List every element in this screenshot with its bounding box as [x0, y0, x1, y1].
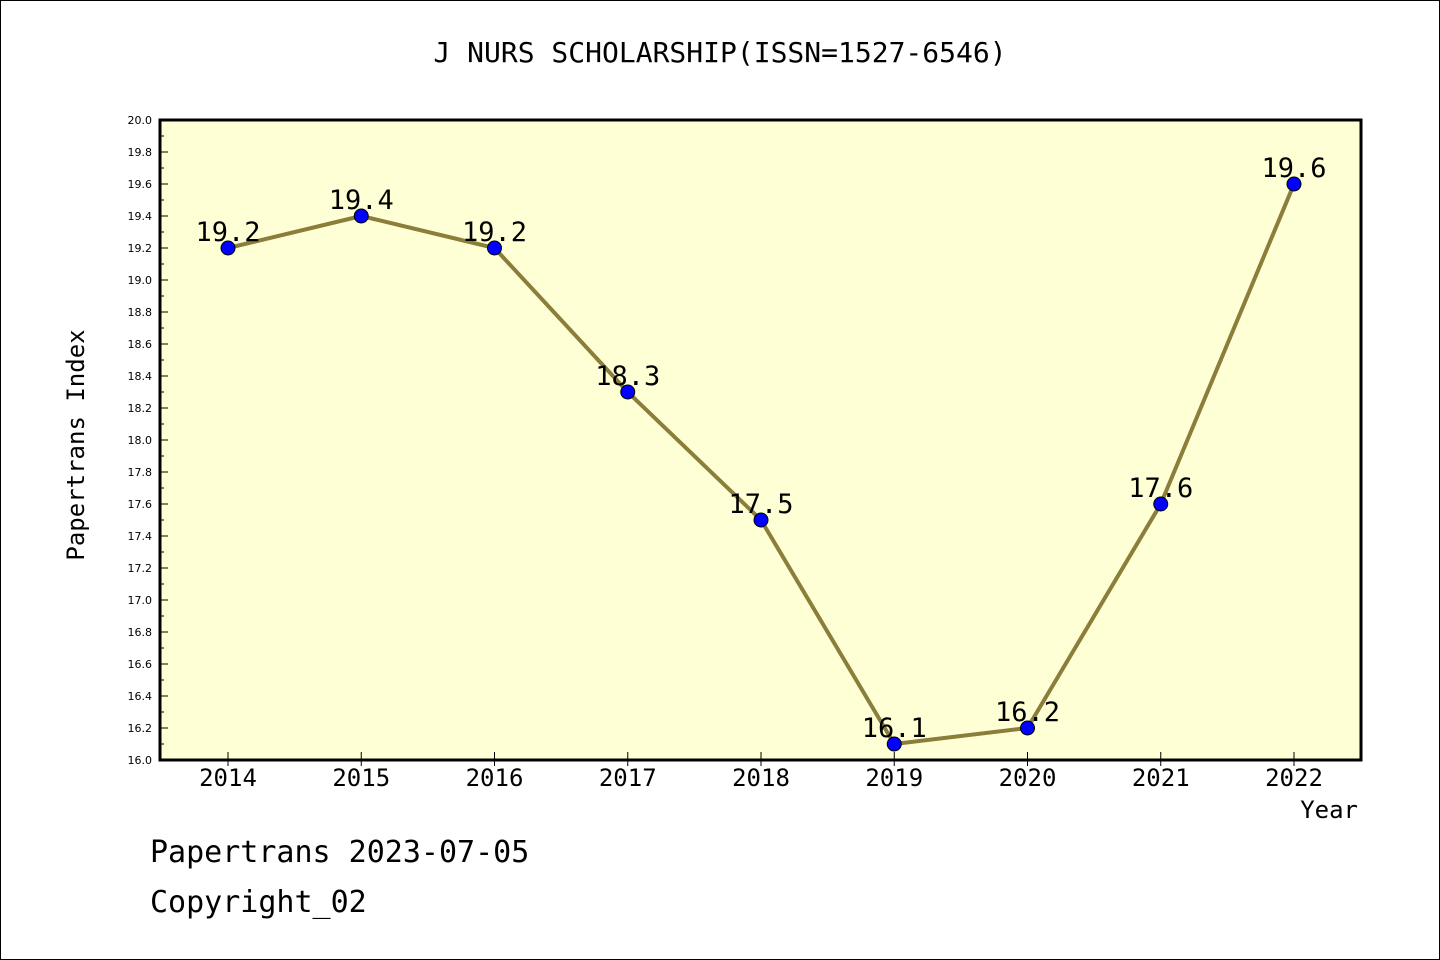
- y-tick-label: 19.8: [128, 146, 153, 159]
- y-tick-label: 16.6: [128, 658, 153, 671]
- y-tick-label: 18.4: [128, 370, 153, 383]
- data-label: 18.3: [595, 361, 660, 392]
- data-point: [1020, 720, 1035, 736]
- x-tick-label: 2016: [466, 764, 524, 792]
- data-label: 19.4: [329, 185, 394, 216]
- data-label: 17.5: [728, 489, 793, 520]
- x-tick-label: 2019: [865, 764, 923, 792]
- data-point: [353, 208, 369, 224]
- data-label: 16.1: [862, 713, 927, 744]
- y-tick-label: 17.8: [128, 466, 153, 479]
- plot-border: [158, 118, 1363, 762]
- footer-source: Papertrans 2023-07-05: [150, 835, 530, 870]
- y-tick-label: 18.6: [128, 338, 153, 351]
- y-tick-label: 18.8: [128, 306, 153, 319]
- y-tick-label: 19.0: [128, 274, 153, 287]
- y-tick-label: 18.0: [128, 434, 153, 447]
- y-tick-label: 19.6: [128, 178, 153, 191]
- x-tick-label: 2018: [732, 764, 790, 792]
- y-tick-label: 16.2: [128, 722, 153, 735]
- x-axis-label: Year: [1300, 796, 1358, 824]
- y-tick-label: 19.2: [128, 242, 153, 255]
- x-tick-label: 2021: [1132, 764, 1190, 792]
- x-tick-label: 2020: [999, 764, 1057, 792]
- x-tick-label: 2022: [1265, 764, 1323, 792]
- data-label: 17.6: [1128, 473, 1193, 504]
- x-tick-label: 2017: [599, 764, 657, 792]
- data-point: [1286, 176, 1302, 192]
- y-tick-label: 17.6: [128, 498, 153, 511]
- y-tick-label: 17.2: [128, 562, 153, 575]
- footer-copyright: Copyright_02: [150, 885, 367, 920]
- y-tick-label: 16.0: [128, 754, 153, 767]
- y-tick-label: 18.2: [128, 402, 153, 415]
- chart-title: J NURS SCHOLARSHIP(ISSN=1527-6546): [433, 36, 1007, 69]
- data-point: [1153, 496, 1169, 512]
- y-tick-label: 16.8: [128, 626, 153, 639]
- data-point: [753, 512, 769, 528]
- x-tick-label: 2015: [332, 764, 390, 792]
- data-point: [620, 384, 636, 400]
- data-label: 19.2: [195, 217, 260, 248]
- plot-area: [160, 120, 1361, 760]
- data-label: 19.2: [462, 217, 527, 248]
- y-tick-label: 19.4: [128, 210, 153, 223]
- y-tick-label: 17.4: [128, 530, 153, 543]
- data-point: [886, 736, 902, 752]
- data-label: 16.2: [995, 697, 1060, 728]
- y-tick-label: 17.0: [128, 594, 153, 607]
- data-point: [220, 240, 236, 256]
- x-tick-label: 2014: [199, 764, 257, 792]
- data-label: 19.6: [1261, 153, 1326, 184]
- y-tick-label: 20.0: [128, 114, 153, 127]
- y-tick-label: 16.4: [128, 690, 153, 703]
- data-point: [487, 240, 502, 256]
